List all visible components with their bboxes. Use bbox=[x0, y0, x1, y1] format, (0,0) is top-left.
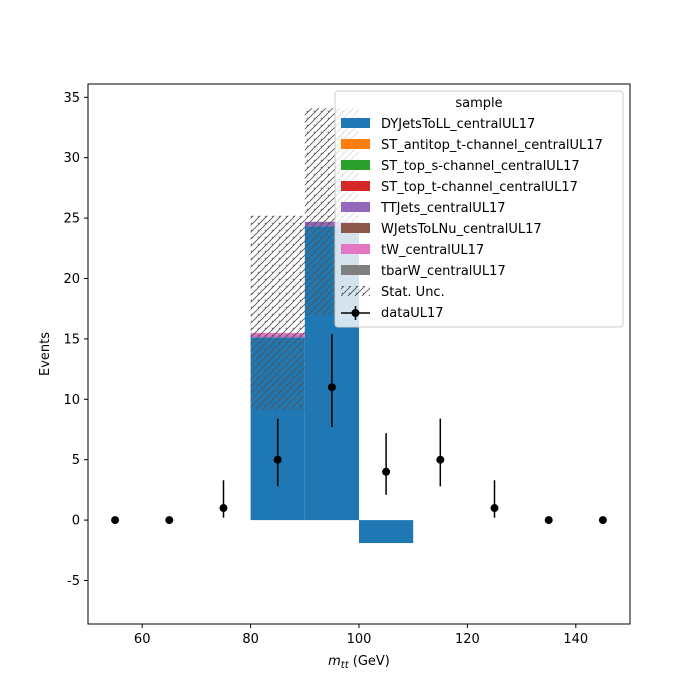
x-axis-label: mtt (GeV) bbox=[328, 654, 390, 671]
x-tick-label-60: 60 bbox=[134, 632, 151, 647]
legend-swatch-WJetsToLNu_centralUL17 bbox=[341, 223, 370, 233]
legend-label-stat-unc: Stat. Unc. bbox=[381, 285, 445, 300]
legend: sample DYJetsToLL_centralUL17 ST_antitop_… bbox=[334, 90, 624, 328]
legend-data-marker bbox=[351, 309, 360, 317]
legend-box bbox=[334, 90, 624, 328]
legend-label-TTJets_centralUL17: TTJets_centralUL17 bbox=[380, 201, 506, 216]
legend-label-ST_top_t-channel_centralUL17: ST_top_t-channel_centralUL17 bbox=[381, 180, 578, 195]
data-point-5 bbox=[382, 467, 391, 476]
x-tick-label-100: 100 bbox=[347, 632, 372, 647]
legend-label-ST_top_s-channel_centralUL17: ST_top_s-channel_centralUL17 bbox=[381, 159, 580, 174]
stat-unc-band-0 bbox=[250, 215, 305, 411]
legend-label-ST_antitop_t-channel_centralUL17: ST_antitop_t-channel_centralUL17 bbox=[381, 138, 603, 153]
legend-title: sample bbox=[455, 96, 502, 111]
legend-label-WJetsToLNu_centralUL17: WJetsToLNu_centralUL17 bbox=[381, 222, 542, 237]
y-axis-label: Events bbox=[38, 332, 53, 376]
y-axis-ticks: -5 0 5 10 15 20 25 30 35 bbox=[63, 91, 88, 589]
legend-label-tbarW_centralUL17: tbarW_centralUL17 bbox=[381, 264, 506, 279]
data-point-9 bbox=[598, 516, 607, 525]
legend-swatch-ST_top_t-channel_centralUL17 bbox=[341, 181, 370, 191]
y-tick-label-5: 5 bbox=[72, 453, 80, 468]
data-point-8 bbox=[544, 516, 553, 525]
x-tick-label-140: 140 bbox=[563, 632, 588, 647]
x-tick-label-80: 80 bbox=[242, 632, 259, 647]
legend-swatch-tW_centralUL17 bbox=[341, 244, 370, 254]
y-tick-label-15: 15 bbox=[63, 332, 80, 347]
legend-label-DYJetsToLL_centralUL17: DYJetsToLL_centralUL17 bbox=[381, 117, 535, 132]
y-tick-label-30: 30 bbox=[63, 151, 80, 166]
y-tick-label-35: 35 bbox=[63, 91, 80, 106]
data-point-3 bbox=[273, 455, 282, 464]
y-tick-label-10: 10 bbox=[63, 393, 80, 408]
x-axis-ticks: 60 80 100 120 140 bbox=[134, 624, 588, 647]
y-tick-label--5: -5 bbox=[67, 574, 80, 589]
y-tick-label-0: 0 bbox=[72, 514, 80, 529]
legend-label-data: dataUL17 bbox=[381, 306, 444, 321]
data-point-1 bbox=[165, 516, 174, 525]
legend-swatch-TTJets_centralUL17 bbox=[341, 202, 370, 212]
legend-swatch-stat-unc bbox=[341, 286, 370, 296]
legend-label-tW_centralUL17: tW_centralUL17 bbox=[381, 243, 484, 258]
x-tick-label-120: 120 bbox=[455, 632, 480, 647]
legend-swatch-DYJetsToLL_centralUL17 bbox=[341, 118, 370, 128]
bar-DYJetsToLL_centralUL17-bin-5 bbox=[359, 520, 414, 544]
data-points bbox=[111, 334, 607, 525]
data-point-2 bbox=[219, 504, 228, 513]
data-point-0 bbox=[111, 516, 120, 525]
legend-swatch-ST_top_s-channel_centralUL17 bbox=[341, 160, 370, 170]
y-tick-label-20: 20 bbox=[63, 272, 80, 287]
legend-swatch-tbarW_centralUL17 bbox=[341, 265, 370, 275]
data-point-4 bbox=[327, 383, 336, 392]
data-point-7 bbox=[490, 504, 499, 513]
y-tick-label-25: 25 bbox=[63, 212, 80, 227]
data-point-6 bbox=[436, 455, 445, 464]
legend-swatch-ST_antitop_t-channel_centralUL17 bbox=[341, 139, 370, 149]
